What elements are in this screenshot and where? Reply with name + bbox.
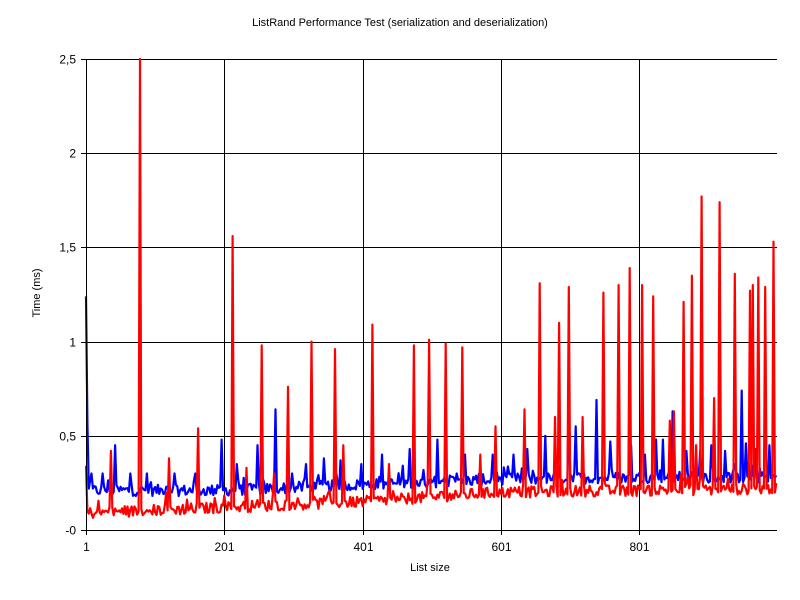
x-tick-label: 1 (83, 540, 90, 554)
y-tick-label: 2,5 (59, 53, 76, 67)
y-tick-label: 2 (69, 147, 76, 161)
axes (81, 59, 777, 535)
x-tick-label: 801 (629, 540, 649, 554)
y-tick-label: 0,5 (59, 430, 76, 444)
series-layer (84, 57, 778, 519)
x-tick-label: 401 (353, 540, 373, 554)
chart-title: ListRand Performance Test (serialization… (252, 17, 548, 29)
x-tick-label: 201 (214, 540, 234, 554)
y-tick-label: 1,5 (59, 241, 76, 255)
x-axis-label: List size (410, 562, 450, 574)
tick-labels: 1 201 401 601 801 -0 0,5 1 1,5 2 2,5 (59, 53, 650, 555)
y-tick-label: 1 (69, 336, 76, 350)
series-line-2 (84, 57, 778, 519)
x-tick-label: 601 (491, 540, 511, 554)
gridlines (86, 59, 777, 530)
y-tick-label: -0 (65, 524, 76, 538)
